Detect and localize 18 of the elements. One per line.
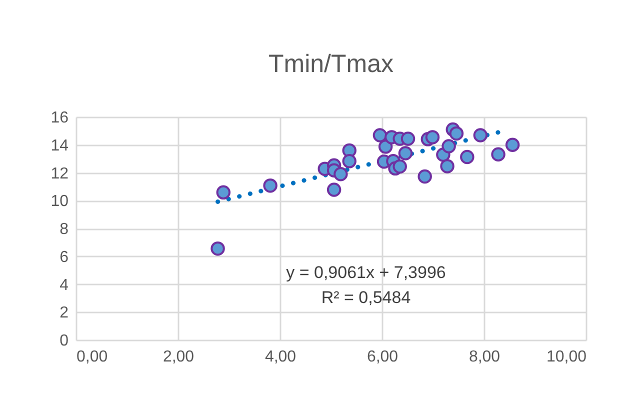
y-tick-label: 8 xyxy=(60,221,69,238)
y-tick-label: 4 xyxy=(60,276,69,294)
y-tick-label: 14 xyxy=(50,137,69,154)
annotation: R² = 0,5484 xyxy=(321,288,411,307)
x-tick-label: 4,00 xyxy=(264,348,296,366)
chart-title: Tmin/Tmax xyxy=(268,50,394,78)
annotation: y = 0,9061x + 7,3996 xyxy=(286,263,446,282)
x-tick-label: 0,00 xyxy=(76,348,108,366)
x-tick-label: 2,00 xyxy=(162,348,194,366)
y-tick-label: 10 xyxy=(50,193,69,210)
x-tick-label: 10,00 xyxy=(546,348,587,366)
y-tick-label: 12 xyxy=(50,165,69,182)
x-tick-label: 6,00 xyxy=(366,348,398,366)
y-tick-label: 0 xyxy=(60,332,69,350)
y-tick-label: 2 xyxy=(60,304,69,322)
y-tick-label: 6 xyxy=(60,248,69,266)
x-tick-label: 8,00 xyxy=(468,348,500,366)
y-tick-label: 16 xyxy=(50,110,69,126)
